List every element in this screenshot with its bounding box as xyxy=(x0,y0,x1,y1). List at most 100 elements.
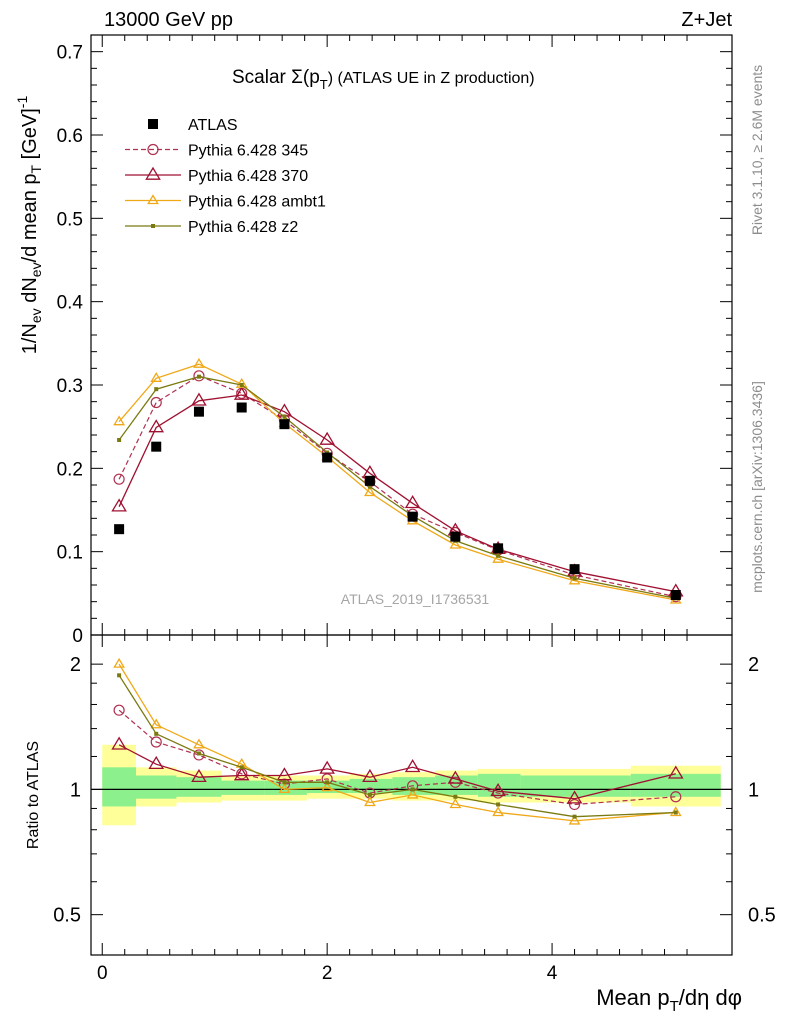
legend-marker xyxy=(151,224,155,228)
ratio-point-p370 xyxy=(566,790,583,804)
ratio-point-z2 xyxy=(117,673,122,678)
ratio-y-tick-label-right: 1 xyxy=(748,779,759,801)
ratio-point-z2 xyxy=(673,810,678,815)
x-axis-label: Mean pT/dη dφ xyxy=(596,985,742,1015)
main-point-ambt1 xyxy=(150,372,163,382)
ratio-band-inner xyxy=(221,780,265,795)
main-point-atlas xyxy=(279,419,290,430)
x-tick-label: 2 xyxy=(322,963,333,984)
ratio-point-ambt1 xyxy=(406,788,419,799)
main-point-z2 xyxy=(367,484,372,489)
ratio-series-line-p370 xyxy=(118,744,676,800)
main-point-atlas xyxy=(236,402,247,413)
main-point-ambt1 xyxy=(113,415,126,426)
ratio-point-ambt1 xyxy=(568,814,581,825)
ratio-point-z2 xyxy=(282,780,287,785)
main-point-z2 xyxy=(572,576,577,581)
main-point-atlas xyxy=(322,452,333,463)
ratio-plot-frame xyxy=(90,634,733,956)
ratio-point-z2 xyxy=(239,765,244,770)
ratio-point-p345 xyxy=(150,736,162,748)
main-y-tick-label: 0.5 xyxy=(57,209,83,230)
ratio-y-tick-label: 2 xyxy=(70,654,81,676)
main-point-p345 xyxy=(150,396,162,409)
ratio-point-p345 xyxy=(113,704,125,716)
main-y-tick-label: 0.2 xyxy=(57,459,83,480)
ratio-point-z2 xyxy=(367,792,372,797)
ratio-point-p370 xyxy=(148,755,165,770)
ratio-y-tick-label: 1 xyxy=(70,779,81,801)
ratio-band-inner xyxy=(102,767,136,807)
main-point-p370 xyxy=(319,431,335,445)
main-y-tick-label: 0.1 xyxy=(57,543,83,564)
ratio-point-ambt1 xyxy=(492,806,504,817)
legend-label: ATLAS xyxy=(188,117,238,134)
main-point-z2 xyxy=(496,553,501,558)
ratio-point-ambt1 xyxy=(449,798,462,809)
ratio-point-p370 xyxy=(319,760,335,774)
ratio-point-ambt1 xyxy=(278,783,291,794)
main-y-tick-label: 0.6 xyxy=(57,126,83,147)
main-point-ambt1 xyxy=(363,486,376,497)
main-y-tick-label: 0.4 xyxy=(57,293,84,314)
main-y-axis-label: 1/Nev dNev/d mean pT [GeV]-1 xyxy=(14,96,44,355)
main-point-ambt1 xyxy=(449,538,462,549)
main-series-line-z2 xyxy=(118,376,676,599)
main-title: Scalar Σ(pT) (ATLAS UE in Z production) xyxy=(232,67,535,92)
ratio-point-p370 xyxy=(276,767,293,781)
ratio-band-inner xyxy=(435,775,478,795)
analysis-watermark: ATLAS_2019_I1736531 xyxy=(341,591,490,607)
ratio-point-z2 xyxy=(496,802,501,807)
main-point-atlas xyxy=(364,475,375,486)
ratio-point-p345 xyxy=(670,791,682,803)
ratio-point-p370 xyxy=(233,767,250,781)
ratio-point-z2 xyxy=(410,787,415,792)
main-series-line-p345 xyxy=(118,375,676,598)
main-point-atlas xyxy=(151,441,162,452)
ratio-point-z2 xyxy=(325,780,330,785)
ratio-y-tick-label-right: 2 xyxy=(748,654,759,676)
ratio-point-ambt1 xyxy=(150,718,163,729)
rivet-label: Rivet 3.1.10, ≥ 2.6M events xyxy=(749,65,765,235)
legend-label: Pythia 6.428 z2 xyxy=(188,219,298,236)
main-y-tick-label: 0.3 xyxy=(57,376,83,397)
main-point-z2 xyxy=(117,438,122,442)
main-y-axis: 0 0.1 0.2 0.3 0.4 0.5 0.6 0.7 xyxy=(57,43,732,647)
main-point-z2 xyxy=(196,374,201,379)
header-left: 13000 GeV pp xyxy=(104,9,233,31)
ratio-point-p370 xyxy=(667,765,684,779)
main-point-p370 xyxy=(233,386,250,400)
main-x-ticks xyxy=(101,35,688,635)
legend-marker xyxy=(147,194,159,205)
ratio-series-layer xyxy=(111,657,684,825)
ratio-y-axis-label: Ratio to ATLAS xyxy=(25,741,42,849)
main-point-atlas xyxy=(670,590,681,600)
legend: ATLAS Pythia 6.428 345 Pythia 6.428 370 Pyt… xyxy=(125,117,326,236)
ratio-point-p370 xyxy=(447,770,464,784)
ratio-y-axis: 0.5 0.5 1 1 2 2 xyxy=(53,654,776,927)
ratio-band-inner xyxy=(176,777,222,797)
ratio-point-ambt1 xyxy=(669,806,682,817)
main-point-z2 xyxy=(154,387,159,392)
ratio-point-ambt1 xyxy=(193,738,205,749)
mcplots-label: mcplots.cern.ch [arXiv:1306.3436] xyxy=(749,381,765,593)
ratio-series-line-ambt1 xyxy=(118,663,676,822)
ratio-point-p370 xyxy=(191,768,207,783)
ratio-point-p370 xyxy=(111,736,127,750)
ratio-series-line-p345 xyxy=(118,709,676,806)
main-point-p370 xyxy=(111,498,127,512)
main-series-line-ambt1 xyxy=(118,363,676,601)
main-point-atlas xyxy=(569,564,580,575)
main-point-p370 xyxy=(404,495,421,509)
main-y-tick-label: 0.7 xyxy=(57,43,83,64)
ratio-point-ambt1 xyxy=(363,796,376,807)
ratio-x-axis: 0 2 4 xyxy=(97,635,688,984)
legend-marker xyxy=(148,119,158,129)
main-y-tick-label: 0 xyxy=(72,626,83,647)
ratio-point-p345 xyxy=(568,798,581,811)
header-right: Z+Jet xyxy=(681,9,732,31)
ratio-y-tick-label: 0.5 xyxy=(53,905,81,927)
x-tick-label: 4 xyxy=(547,963,558,984)
ratio-point-p345 xyxy=(449,776,461,788)
